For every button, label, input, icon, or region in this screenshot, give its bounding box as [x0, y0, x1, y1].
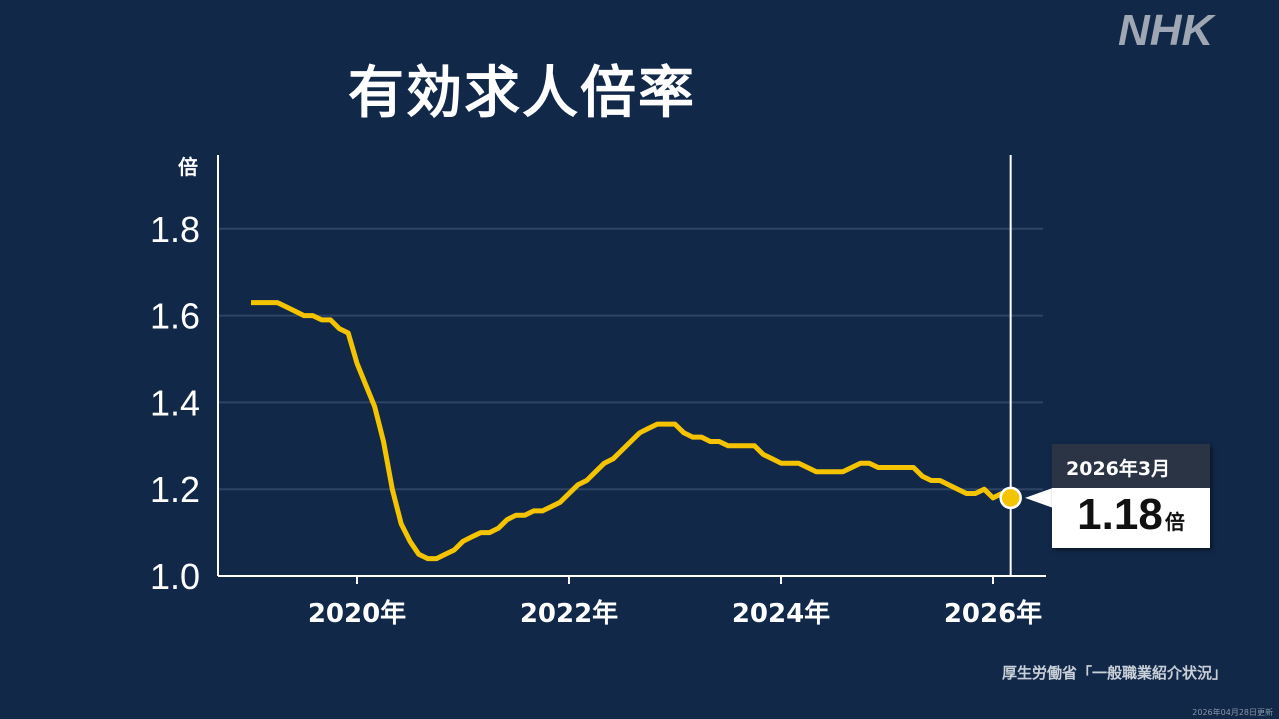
y-tick-label: 1.8: [150, 209, 200, 250]
y-tick-label: 1.2: [150, 469, 200, 510]
tooltip-value: 1.18: [1077, 490, 1163, 539]
source-note: 厚生労働省「一般職業紹介状況」: [1001, 664, 1227, 682]
updated-date: 2026年04月28日更新: [1192, 708, 1273, 717]
x-tick-label: 2020年: [308, 598, 406, 629]
y-tick-label: 1.6: [150, 296, 200, 337]
last-data-point: [999, 486, 1022, 510]
tooltip-pointer: [1025, 487, 1053, 508]
chart-title: 有効求人倍率: [348, 61, 696, 126]
tooltip-date: 2026年3月: [1052, 444, 1210, 488]
x-tick-label: 2026年: [944, 598, 1042, 629]
y-axis-unit: 倍: [178, 155, 198, 179]
series-line: [251, 300, 1012, 562]
y-tick-label: 1.4: [150, 382, 200, 423]
tooltip-unit: 倍: [1164, 510, 1185, 534]
tooltip: 2026年3月 1.18 倍: [1052, 444, 1210, 548]
x-tick-label: 2022年: [520, 598, 618, 629]
nhk-logo: NHK: [1118, 6, 1214, 55]
x-tick-label: 2024年: [732, 598, 830, 629]
y-tick-label: 1.0: [150, 556, 200, 597]
